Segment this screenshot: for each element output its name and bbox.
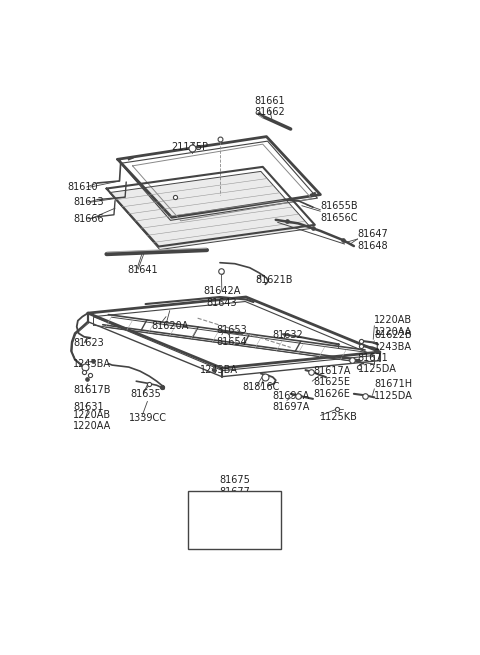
Text: 81671
1125DA: 81671 1125DA [358,353,396,375]
Text: 81642A
81643: 81642A 81643 [203,286,240,308]
Text: 1220AB
1220AA: 1220AB 1220AA [73,410,111,432]
Text: 81666: 81666 [73,214,104,224]
Text: 81623: 81623 [73,339,104,348]
Text: 1125KB: 1125KB [321,411,358,422]
Text: 1220AB
1220AA: 1220AB 1220AA [374,315,413,337]
Text: 1243BA: 1243BA [73,358,111,369]
Text: 81816C: 81816C [242,383,280,392]
Text: 81696A
81697A: 81696A 81697A [272,390,310,412]
Polygon shape [109,172,312,250]
Text: 81617B: 81617B [73,384,110,395]
Text: 81621B: 81621B [255,275,293,286]
Text: 1339CC: 1339CC [129,413,167,422]
Text: 81631: 81631 [73,402,104,413]
Text: 81671H
1125DA: 81671H 1125DA [374,379,413,401]
Text: 81641: 81641 [127,265,157,275]
Text: 81661
81662: 81661 81662 [255,96,286,117]
Bar [188,491,281,549]
Text: 81635: 81635 [131,389,161,399]
Text: 81653
81654: 81653 81654 [216,325,247,346]
Text: 81677: 81677 [219,487,250,497]
Text: 81610: 81610 [67,182,98,192]
Text: 21175P: 21175P [172,141,209,152]
Text: 81620A: 81620A [151,321,189,331]
Text: 81655B
81656C: 81655B 81656C [321,202,358,223]
Text: 81617A
81625E
81626E: 81617A 81625E 81626E [313,365,350,399]
Text: 81622B
1243BA: 81622B 1243BA [374,330,412,352]
Text: 81632: 81632 [272,330,303,340]
Text: 81613: 81613 [73,197,104,207]
Text: 81647
81648: 81647 81648 [358,229,388,251]
Text: 1243BA: 1243BA [200,365,238,375]
Text: 81675: 81675 [219,475,250,485]
